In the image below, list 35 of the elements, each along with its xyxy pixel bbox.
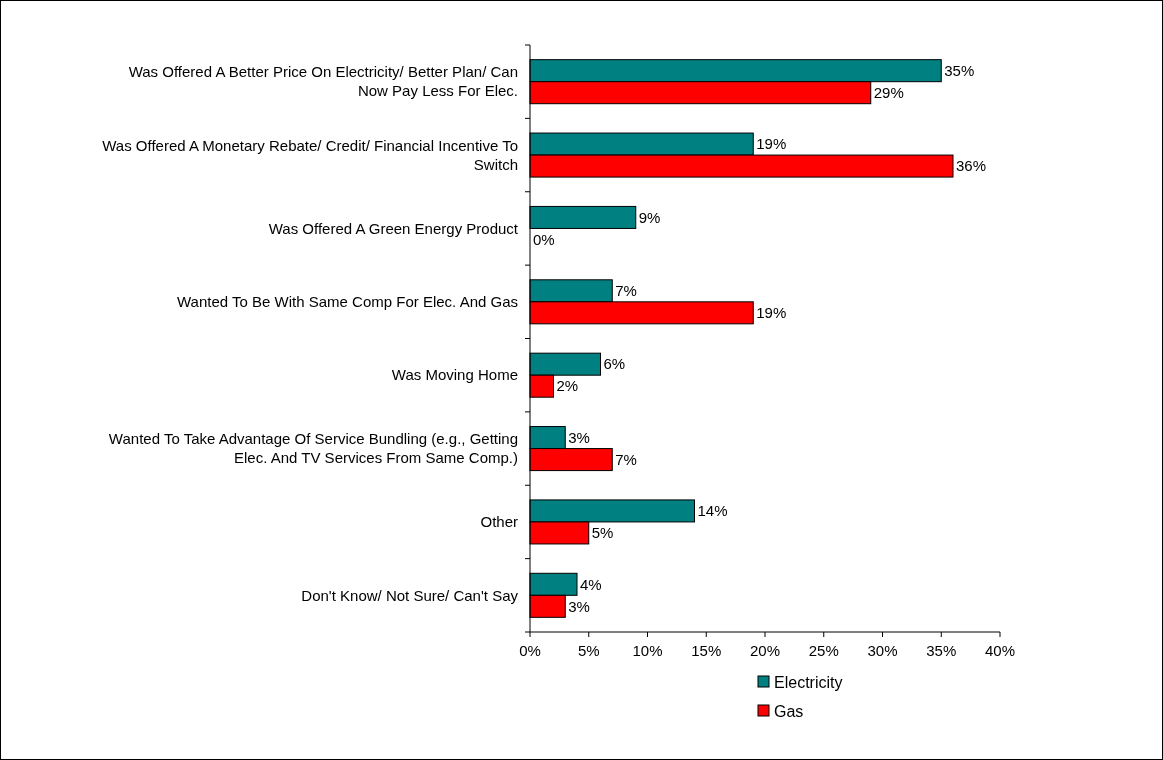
y-tick-label: Other xyxy=(480,513,518,531)
data-label: 4% xyxy=(580,575,602,593)
y-tick-label: Wanted To Take Advantage Of Service Bundling (e.g., Getting Elec. And TV Services From Same Comp.) xyxy=(108,430,518,467)
data-label: 36% xyxy=(956,157,987,175)
data-label: 3% xyxy=(568,597,590,615)
data-label: 9% xyxy=(638,208,661,226)
data-label: 2% xyxy=(556,377,579,395)
x-tick-label: 35% xyxy=(926,642,957,659)
legend-label: Electricity xyxy=(774,673,843,691)
data-label: 19% xyxy=(756,304,787,322)
x-tick-label: 0% xyxy=(519,642,541,659)
data-label: 14% xyxy=(697,502,728,520)
x-tick-label: 25% xyxy=(808,642,839,659)
y-tick-label: Was Offered A Green Energy Product xyxy=(268,219,519,237)
x-tick-label: 10% xyxy=(632,642,663,659)
data-label: 29% xyxy=(873,83,904,101)
legend-label: Gas xyxy=(774,702,804,720)
y-tick-label: Was Moving Home xyxy=(391,366,518,384)
y-tick-label: Don't Know/ Not Sure/ Can't Say xyxy=(301,586,519,604)
y-tick-label: Was Offered A Monetary Rebate/ Credit/ Financial Incentive To Switch xyxy=(102,136,518,173)
data-label: 5% xyxy=(591,524,614,542)
data-label: 7% xyxy=(615,450,637,468)
y-tick-label: Was Offered A Better Price On Electricity/ Better Plan/ Can Now Pay Less For Elec. xyxy=(128,63,518,100)
y-tick-label: Wanted To Be With Same Comp For Elec. And Gas xyxy=(177,293,518,311)
x-tick-label: 40% xyxy=(984,642,1016,659)
data-label: 6% xyxy=(603,355,626,373)
x-tick-label: 30% xyxy=(867,642,898,659)
data-label: 35% xyxy=(944,61,975,79)
x-tick-label: 20% xyxy=(749,642,781,659)
data-label: 0% xyxy=(533,230,555,248)
data-label: 7% xyxy=(615,282,637,300)
x-tick-label: 5% xyxy=(577,642,600,659)
data-label: 3% xyxy=(568,428,590,446)
data-label: 19% xyxy=(756,135,787,153)
x-tick-label: 15% xyxy=(691,642,722,659)
